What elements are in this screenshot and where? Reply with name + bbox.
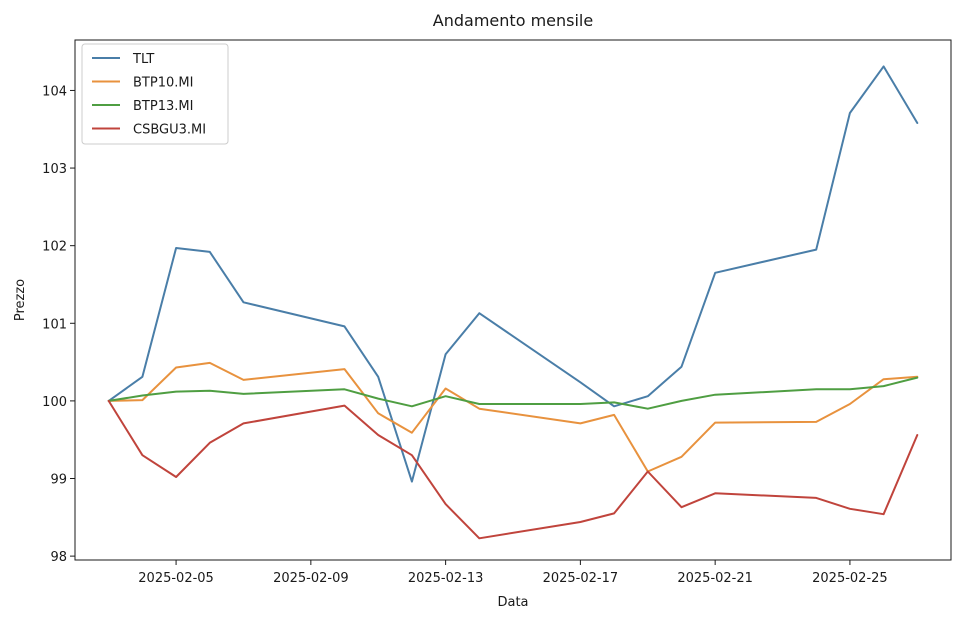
x-tick-label: 2025-02-09 bbox=[273, 571, 349, 586]
x-tick-label: 2025-02-17 bbox=[543, 571, 619, 586]
legend-label: TLT bbox=[132, 52, 154, 67]
x-tick-label: 2025-02-25 bbox=[812, 571, 888, 586]
legend-label: BTP10.MI bbox=[133, 76, 193, 91]
x-tick-label: 2025-02-13 bbox=[408, 571, 484, 586]
legend: TLT BTP10.MI BTP13.MI CSBGU3.MI bbox=[81, 43, 229, 145]
y-tick-label: 104 bbox=[42, 84, 67, 99]
legend-label: BTP13.MI bbox=[133, 99, 193, 114]
y-tick-label: 99 bbox=[50, 473, 67, 488]
y-tick-label: 98 bbox=[50, 550, 67, 565]
chart-title: Andamento mensile bbox=[433, 11, 593, 30]
series-line-tlt bbox=[107, 65, 919, 483]
x-tick-label: 2025-02-05 bbox=[138, 571, 214, 586]
x-axis: 2025-02-05 2025-02-09 2025-02-13 2025-02-17… bbox=[138, 560, 888, 586]
series-lines bbox=[107, 65, 919, 540]
y-axis: 98 99 100 101 102 103 104 bbox=[42, 84, 75, 565]
y-tick-label: 101 bbox=[42, 317, 67, 332]
series-line-csbgu3-mi bbox=[107, 399, 919, 540]
legend-box bbox=[81, 43, 229, 145]
x-axis-label: Data bbox=[497, 595, 528, 610]
y-tick-label: 100 bbox=[42, 395, 67, 410]
series-line-btp13-mi bbox=[107, 376, 919, 410]
y-axis-label: Prezzo bbox=[13, 279, 28, 321]
y-tick-label: 102 bbox=[42, 240, 67, 255]
x-tick-label: 2025-02-21 bbox=[677, 571, 753, 586]
y-tick-label: 103 bbox=[42, 162, 67, 177]
series-line-btp10-mi bbox=[107, 361, 919, 473]
legend-label: CSBGU3.MI bbox=[133, 123, 206, 138]
